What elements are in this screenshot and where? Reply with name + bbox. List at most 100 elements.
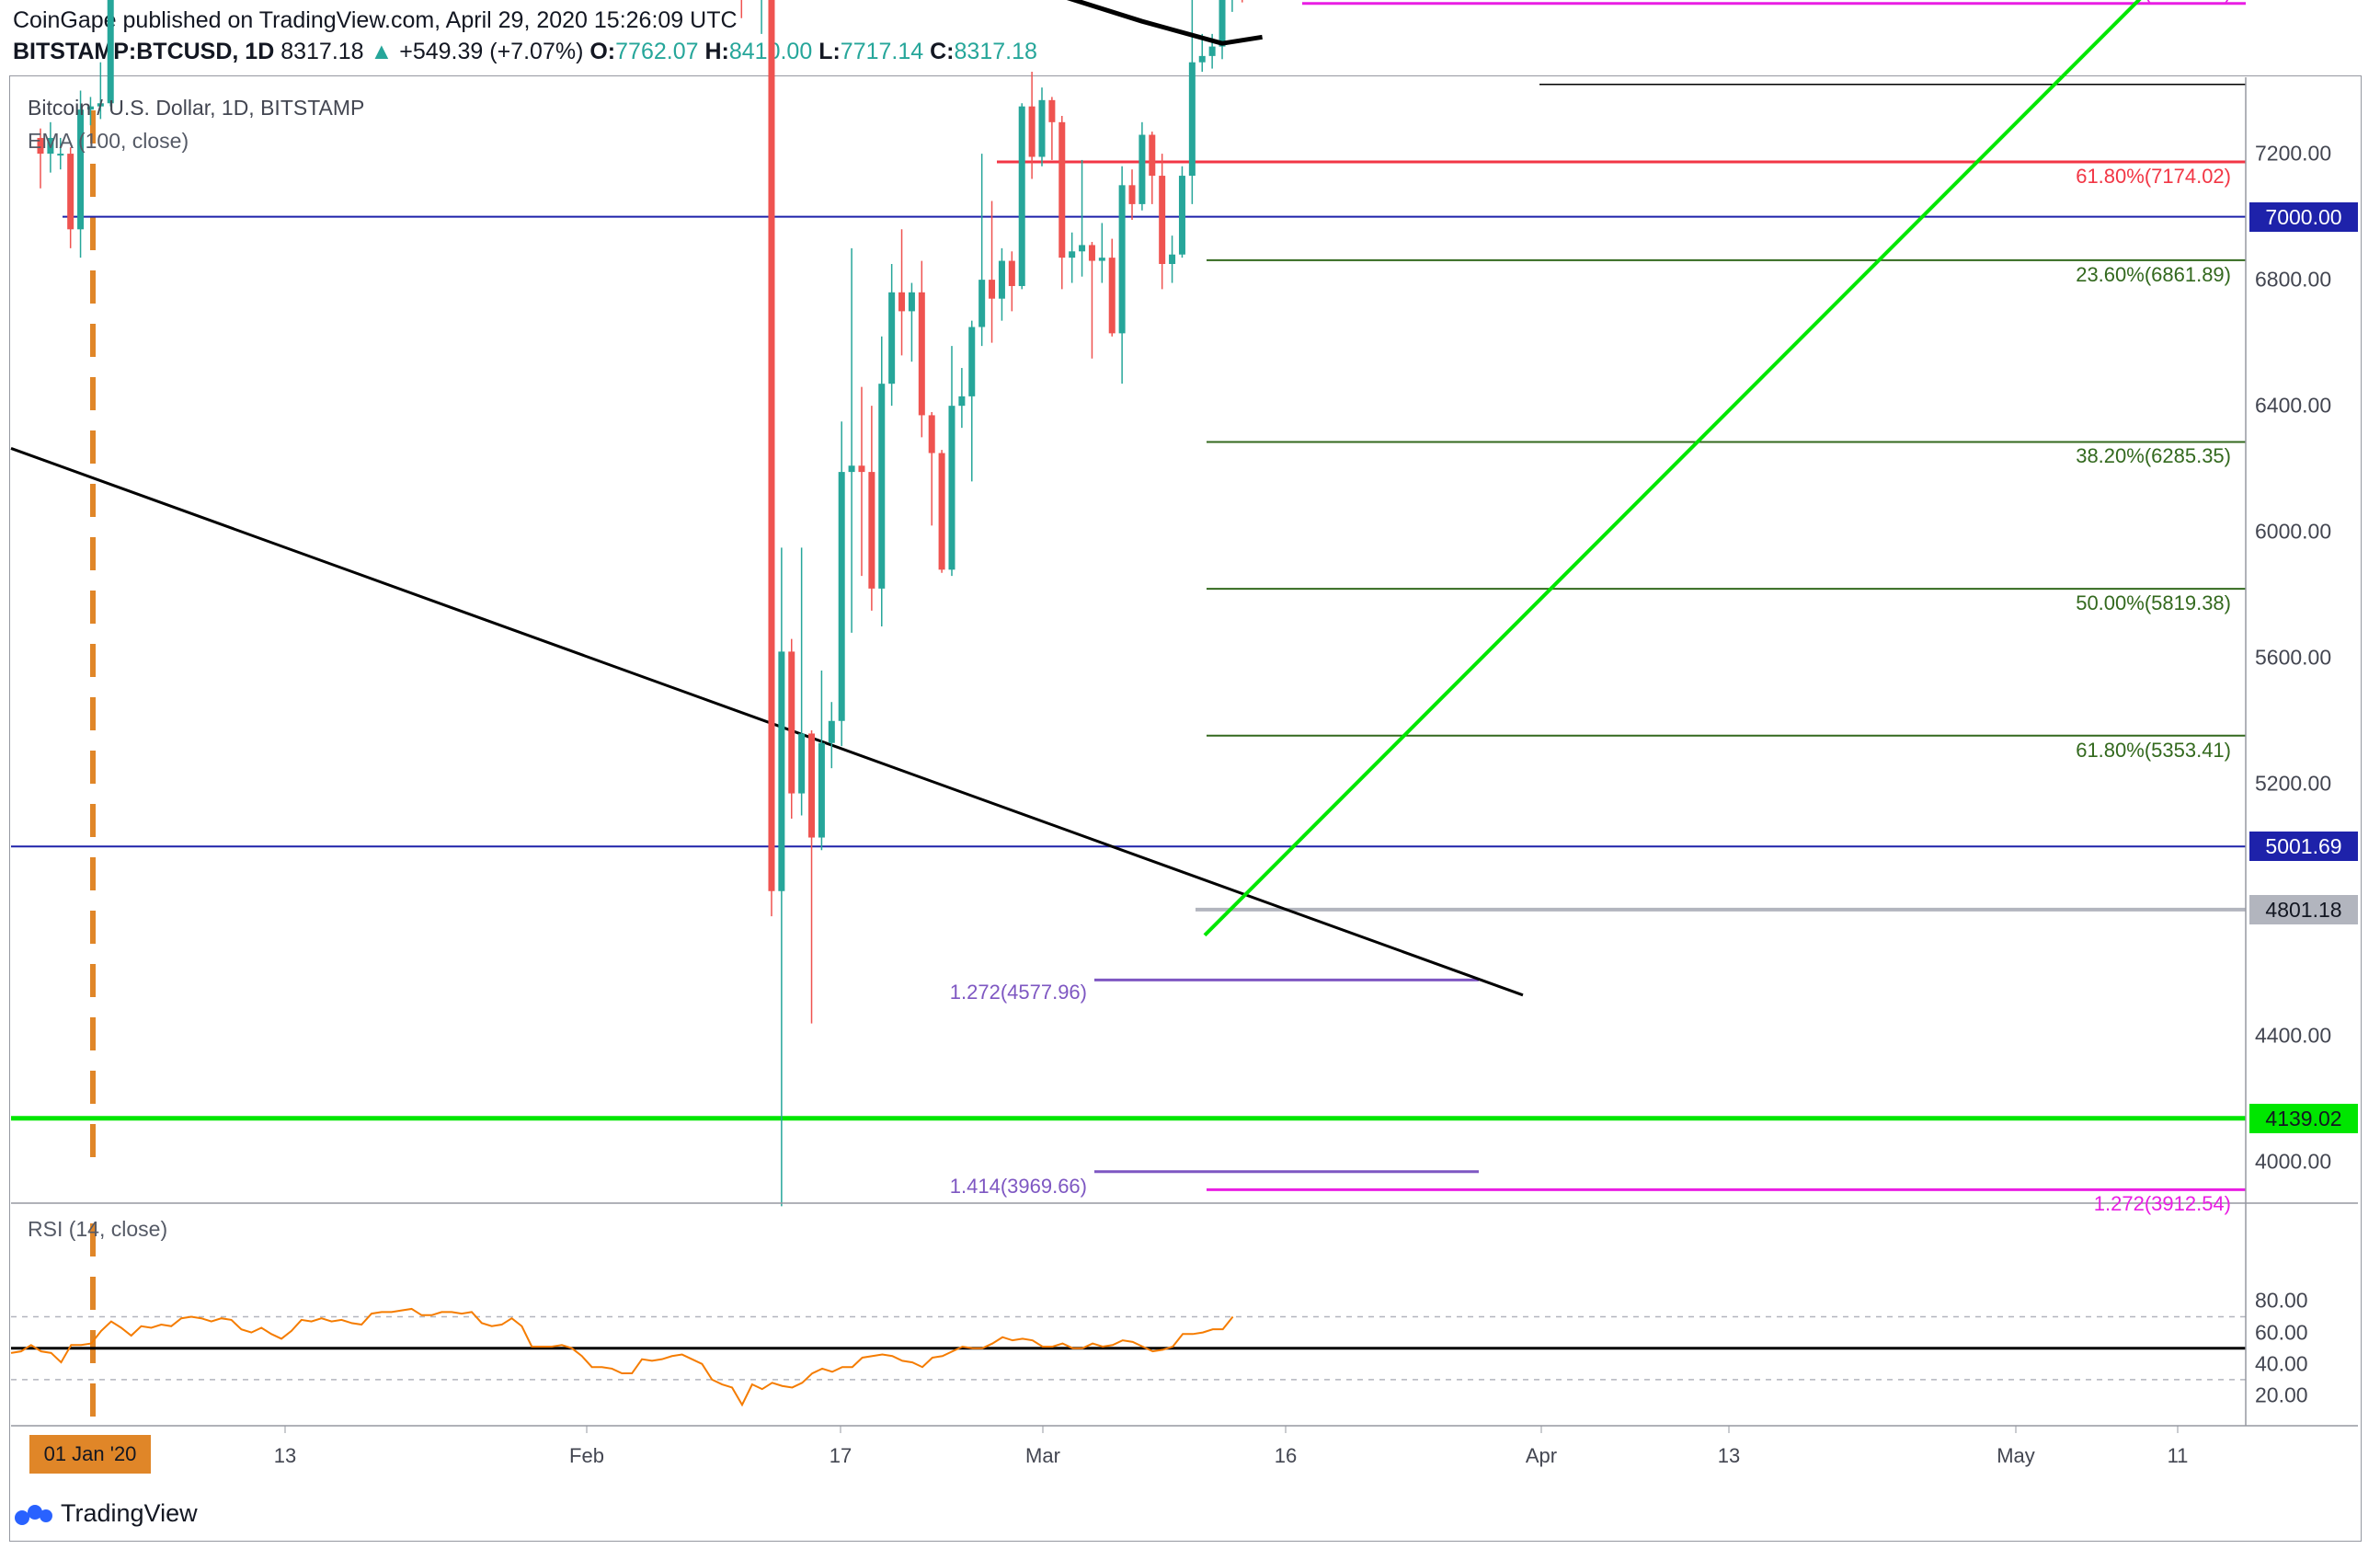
candle-up: [888, 292, 896, 384]
candle-up: [1079, 245, 1086, 252]
tradingview-brand: TradingView: [61, 1499, 198, 1527]
candle-down: [938, 453, 945, 570]
candle-down: [898, 292, 906, 312]
candle-up: [1038, 99, 1046, 157]
candle-up: [908, 292, 915, 312]
fib-level-61.80-upper-label: 61.80%(7174.02): [2076, 164, 2231, 188]
candle-down: [1088, 245, 1095, 261]
candle-up: [1118, 185, 1126, 334]
candle-up: [958, 396, 966, 407]
candle-down: [1149, 134, 1156, 177]
candle-down: [1058, 121, 1066, 258]
ema-100-line: [1066, 0, 1263, 46]
time-tick-label: 13: [273, 1444, 297, 1467]
candle-up: [1219, 0, 1226, 47]
candle-down: [788, 651, 795, 794]
badge-4139: 4139.02: [2249, 1103, 2358, 1133]
ext-level-1.414-purple-label: 1.414(3969.66): [949, 1174, 1087, 1198]
candle-up: [77, 109, 85, 230]
ema-legend[interactable]: EMA (100, close): [28, 129, 189, 153]
badge-7000: 7000.00: [2249, 201, 2358, 232]
price-tick-label: 5600.00: [2255, 645, 2332, 670]
candle-up: [778, 651, 785, 891]
candle-down: [918, 292, 925, 416]
price-tick-label: 6400.00: [2255, 393, 2332, 418]
candle-down: [808, 733, 816, 838]
fib-level-50.00-label: 50.00%(5819.38): [2076, 591, 2231, 615]
candle-up: [998, 260, 1005, 299]
close-label: C:: [930, 39, 955, 64]
candle-up: [57, 154, 64, 156]
change-arrow-icon: ▲: [370, 39, 394, 64]
badge-5001: 5001.69: [2249, 832, 2358, 862]
candle-up: [1198, 55, 1206, 63]
time-tick-label: Mar: [1025, 1444, 1060, 1467]
candle-up: [1169, 254, 1176, 264]
last-price: 8317.18: [280, 39, 364, 64]
change-value: +549.39 (+7.07%): [399, 39, 584, 64]
rsi-line: [10, 1307, 1234, 1407]
candle-up: [848, 465, 855, 473]
date-cursor-badge: 01 Jan '20: [29, 1435, 151, 1474]
tradingview-icon: [15, 1504, 52, 1525]
candle-up: [968, 327, 976, 396]
time-tick-label: 17: [829, 1444, 852, 1467]
descending-trendline: [10, 447, 1524, 997]
fib-level-61.80-lower-label: 61.80%(5353.41): [2076, 738, 2231, 762]
publisher-line: CoinGape published on TradingView.com, A…: [13, 7, 738, 33]
series-legend[interactable]: Bitcoin / U.S. Dollar, 1D, BITSTAMP: [28, 96, 365, 120]
price-tick-label: 4400.00: [2255, 1023, 2332, 1048]
candle-down: [37, 137, 44, 155]
price-tick-label: 4000.00: [2255, 1149, 2332, 1174]
candle-down: [1128, 185, 1136, 204]
close-value: 8317.18: [954, 39, 1037, 64]
candle-down: [1159, 176, 1166, 264]
rsi-tick-label: 40.00: [2255, 1351, 2308, 1376]
high-label: H:: [704, 39, 729, 64]
candle-up: [47, 137, 54, 155]
symbol-label[interactable]: BITSTAMP:BTCUSD, 1D: [13, 39, 275, 64]
time-tick-label: 13: [1717, 1444, 1741, 1467]
rsi-tick-label: 20.00: [2255, 1383, 2308, 1407]
candle-up: [1069, 251, 1076, 258]
ext-level-1.272-magenta-label: 1.272(3912.54): [2093, 1192, 2231, 1216]
candle-up: [1018, 106, 1025, 286]
candle-up: [798, 733, 806, 794]
time-tick-label: Feb: [569, 1444, 604, 1467]
rsi-legend[interactable]: RSI (14, close): [28, 1217, 168, 1241]
candle-down: [989, 280, 996, 299]
tradingview-logo[interactable]: TradingView: [13, 1499, 198, 1528]
candle-up: [1178, 176, 1185, 255]
ascending-trendline: [1203, 0, 2142, 937]
ext-level-1.272-purple-label: 1.272(4577.96): [949, 981, 1087, 1004]
candle-up: [107, 0, 114, 104]
candle-down: [858, 465, 865, 473]
candle-down: [768, 0, 775, 891]
candle-up: [828, 720, 835, 743]
low-value: 7717.14: [840, 39, 924, 64]
badge-4801: 4801.18: [2249, 894, 2358, 924]
candle-up: [97, 103, 104, 107]
candle-up: [1208, 46, 1216, 56]
candle-down: [928, 415, 935, 453]
candle-up: [1188, 62, 1196, 177]
candle-down: [1048, 99, 1056, 122]
candle-up: [948, 406, 955, 570]
candle-up: [878, 384, 886, 589]
time-tick-label: Apr: [1525, 1444, 1558, 1467]
candle-down: [1108, 258, 1116, 334]
candle-down: [868, 472, 875, 589]
price-tick-label: 5200.00: [2255, 771, 2332, 796]
candle-up: [1098, 258, 1105, 261]
fib-level-23.60-label: 23.60%(6861.89): [2076, 262, 2231, 286]
candle-up: [818, 742, 825, 838]
main-chart-frame[interactable]: [9, 75, 2362, 1542]
candle-up: [1139, 134, 1146, 204]
price-tick-label: 7200.00: [2255, 141, 2332, 166]
fib-level-38.20-label: 38.20%(6285.35): [2076, 444, 2231, 468]
time-tick-label: May: [1997, 1444, 2035, 1467]
candle-down: [1008, 260, 1015, 286]
candle-up: [978, 280, 986, 327]
candle-up: [838, 472, 845, 721]
